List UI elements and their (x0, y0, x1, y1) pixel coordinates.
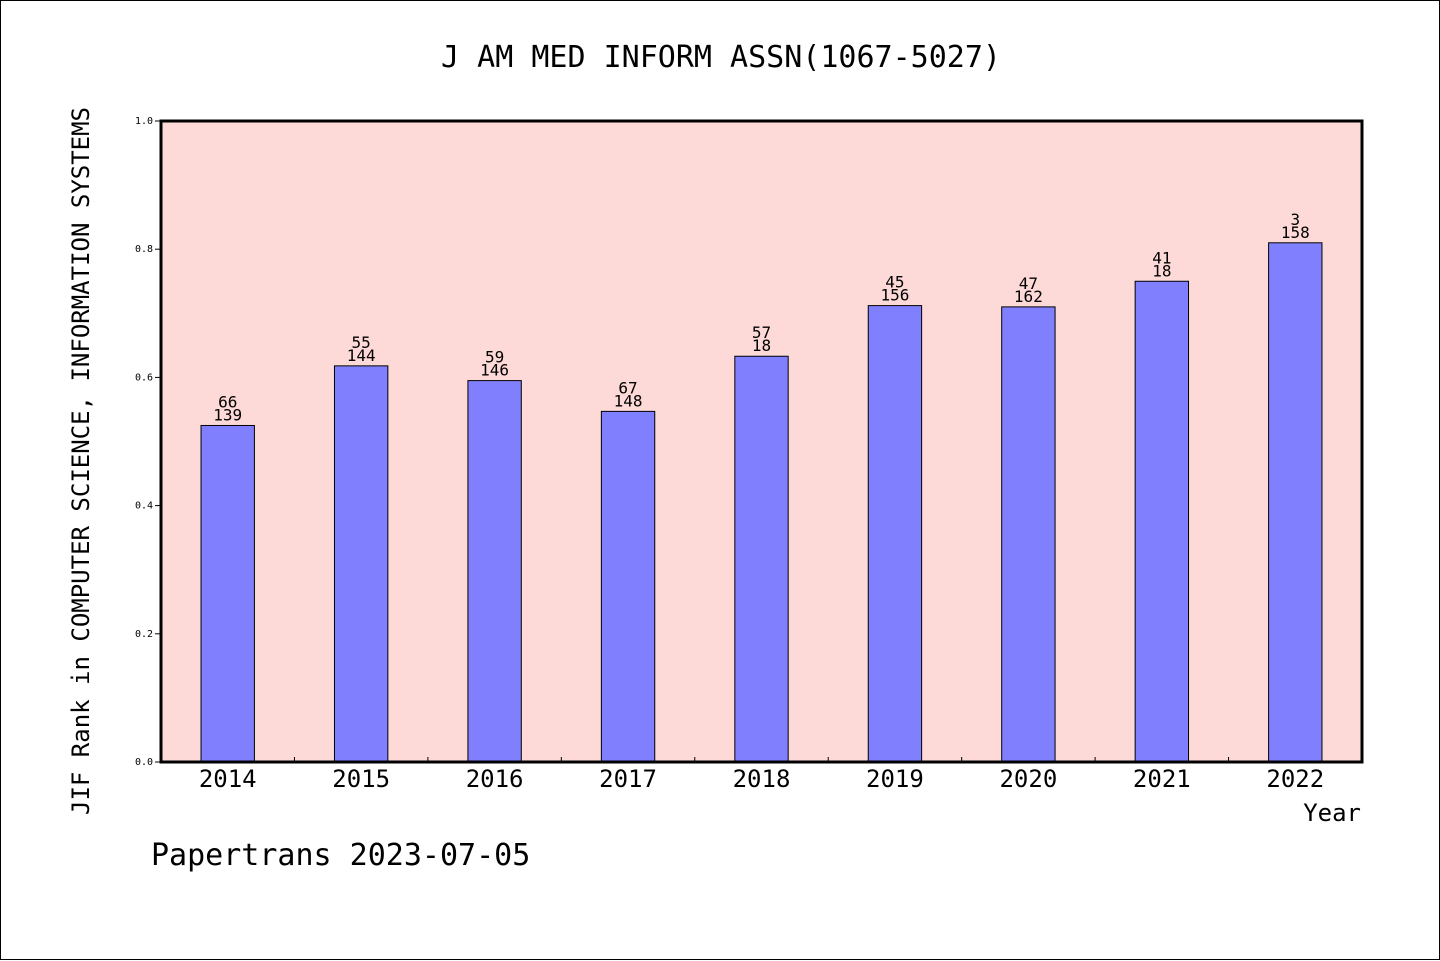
bar-label-total: 18 (752, 336, 771, 355)
y-axis-ticks: 0.0 0.2 0.4 0.6 0.8 1.0 (135, 116, 161, 768)
x-tick-label: 2018 (733, 765, 791, 793)
x-tick-label: 2017 (599, 765, 657, 793)
bar-label-total: 162 (1014, 287, 1043, 306)
y-tick-label: 0.2 (135, 629, 153, 640)
y-tick-label: 1.0 (135, 116, 153, 127)
y-tick-label: 0.6 (135, 372, 153, 383)
y-tick-label: 0.4 (135, 501, 153, 512)
x-tick-label: 2022 (1266, 765, 1324, 793)
bar-2017 (600, 410, 656, 763)
bar-label-rank: 45 (885, 273, 904, 292)
bar-label-total: 18 (1152, 261, 1171, 280)
bar-2015 (333, 365, 389, 763)
chart-title: J AM MED INFORM ASSN(1067-5027) (441, 40, 1001, 75)
bar-label-total: 144 (347, 346, 376, 365)
bar-2020 (1001, 306, 1056, 763)
bar-label-rank: 55 (352, 333, 371, 352)
x-tick-label: 2021 (1133, 765, 1191, 793)
bar-2022 (1268, 242, 1323, 763)
bar-2016 (467, 380, 522, 763)
bar-label-rank: 59 (485, 348, 504, 367)
bar-label-total: 156 (880, 286, 909, 305)
plot-border (159, 119, 1364, 764)
x-tick-label: 2020 (999, 765, 1057, 793)
x-tick-label: 2019 (866, 765, 924, 793)
y-tick-label: 0.8 (135, 244, 153, 255)
bar-label-total: 158 (1281, 223, 1310, 242)
x-tick-label: 2015 (332, 765, 390, 793)
bar-label-rank: 67 (618, 378, 637, 397)
bar-label-total: 146 (480, 361, 509, 380)
x-tick-label: 2016 (466, 765, 524, 793)
bar-label-total: 139 (213, 405, 242, 424)
bar-2021 (1134, 280, 1190, 763)
x-axis-label: Year (1303, 799, 1361, 827)
bar-2019 (867, 305, 923, 763)
x-axis-ticks: 2014 2015 2016 2017 2018 2019 2020 2021 2022 (199, 757, 1324, 793)
bar-label-rank: 3 (1290, 210, 1300, 229)
bar-label-rank: 47 (1019, 274, 1038, 293)
y-axis-label: JIF Rank in COMPUTER SCIENCE, INFORMATIO… (67, 107, 95, 815)
bar-2014 (200, 424, 255, 763)
bar-2018 (734, 355, 789, 763)
bars-layer (200, 242, 1323, 763)
y-tick-label: 0.0 (135, 757, 153, 768)
bar-label-total: 148 (614, 391, 643, 410)
bar-label-rank: 66 (218, 392, 237, 411)
footer-credit: Papertrans 2023-07-05 (151, 838, 530, 873)
bar-label-rank: 57 (752, 323, 771, 342)
x-tick-label: 2014 (199, 765, 257, 793)
bar-label-rank: 41 (1152, 248, 1171, 267)
